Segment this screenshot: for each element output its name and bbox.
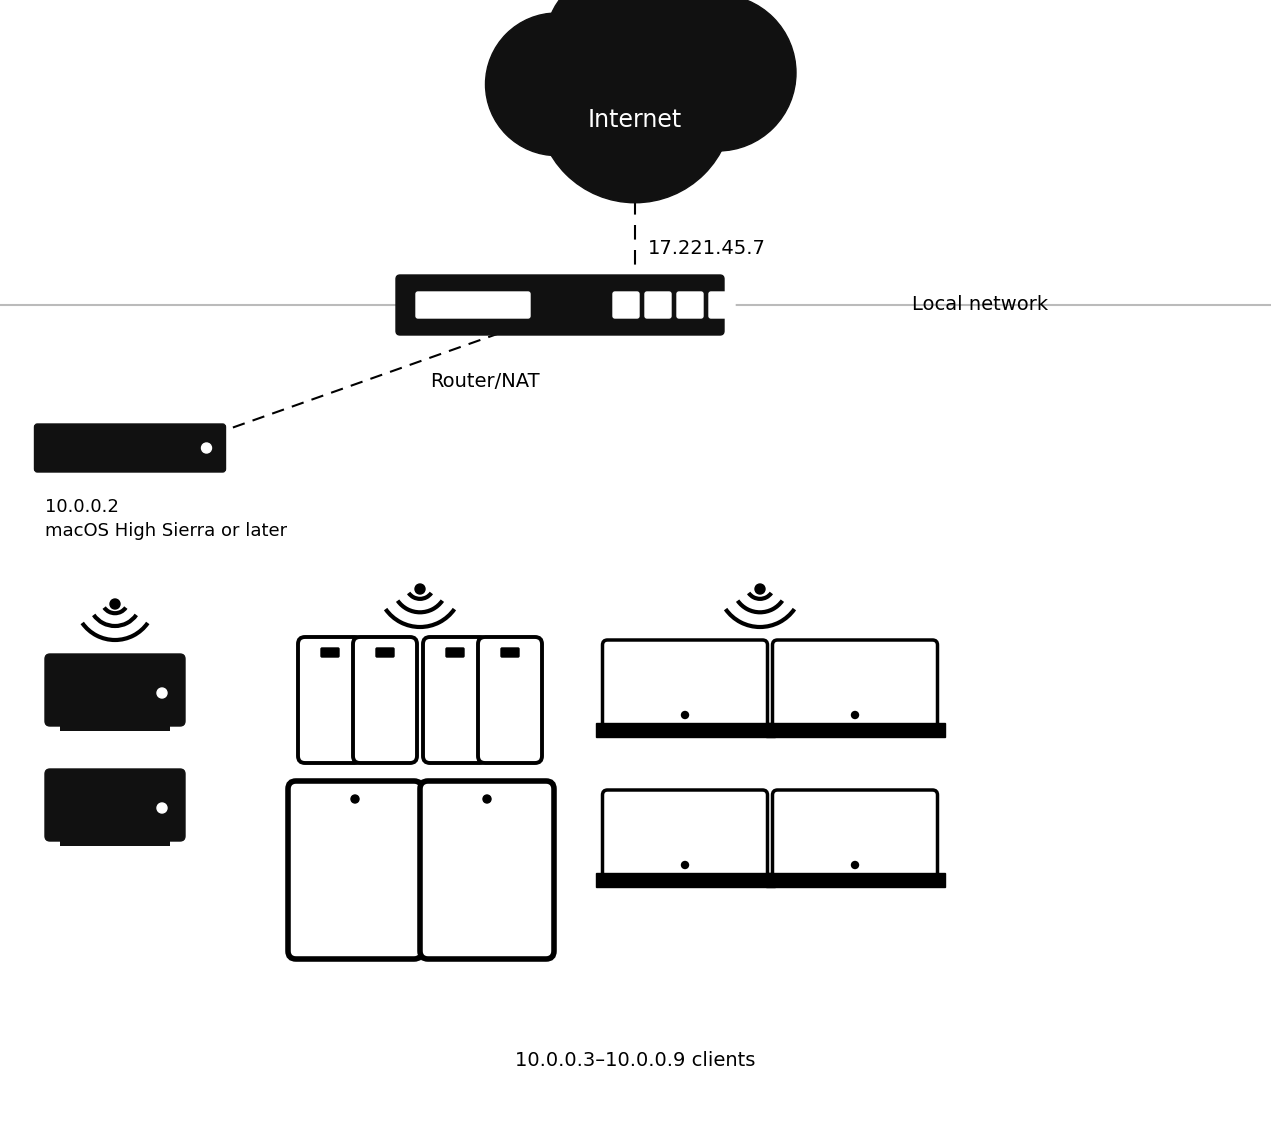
Bar xyxy=(60,836,170,846)
FancyBboxPatch shape xyxy=(478,637,541,763)
Text: macOS High Sierra or later: macOS High Sierra or later xyxy=(44,522,287,540)
Text: Router/NAT: Router/NAT xyxy=(430,372,540,391)
Circle shape xyxy=(615,0,742,97)
Circle shape xyxy=(755,584,765,594)
Text: Internet: Internet xyxy=(588,108,683,132)
Circle shape xyxy=(483,795,491,803)
FancyBboxPatch shape xyxy=(419,781,554,958)
FancyBboxPatch shape xyxy=(397,274,724,335)
FancyBboxPatch shape xyxy=(602,640,768,728)
Circle shape xyxy=(416,584,425,594)
FancyBboxPatch shape xyxy=(289,781,422,958)
Circle shape xyxy=(486,14,628,155)
Text: 17.221.45.7: 17.221.45.7 xyxy=(648,238,766,258)
Circle shape xyxy=(571,0,681,78)
FancyBboxPatch shape xyxy=(773,640,938,728)
Circle shape xyxy=(852,862,858,868)
FancyBboxPatch shape xyxy=(709,292,735,318)
Bar xyxy=(596,723,774,737)
Bar xyxy=(618,88,652,123)
Circle shape xyxy=(158,688,167,698)
Text: 10.0.0.3–10.0.0.9 clients: 10.0.0.3–10.0.0.9 clients xyxy=(515,1051,755,1070)
Circle shape xyxy=(681,862,689,868)
Circle shape xyxy=(639,0,796,151)
FancyBboxPatch shape xyxy=(773,790,938,878)
FancyBboxPatch shape xyxy=(416,292,530,318)
Text: Local network: Local network xyxy=(911,296,1049,315)
Circle shape xyxy=(202,443,211,453)
FancyBboxPatch shape xyxy=(446,648,464,657)
FancyBboxPatch shape xyxy=(44,654,186,726)
Bar xyxy=(596,873,774,886)
FancyBboxPatch shape xyxy=(297,637,362,763)
Circle shape xyxy=(111,598,119,609)
Circle shape xyxy=(547,0,672,101)
FancyBboxPatch shape xyxy=(613,292,639,318)
Bar xyxy=(765,873,944,886)
Circle shape xyxy=(158,803,167,813)
FancyBboxPatch shape xyxy=(376,648,394,657)
Circle shape xyxy=(538,7,733,202)
FancyBboxPatch shape xyxy=(353,637,417,763)
Text: 10.0.0.2: 10.0.0.2 xyxy=(44,498,119,516)
FancyBboxPatch shape xyxy=(677,292,703,318)
FancyBboxPatch shape xyxy=(602,790,768,878)
Circle shape xyxy=(852,711,858,719)
FancyBboxPatch shape xyxy=(501,648,519,657)
Bar xyxy=(60,721,170,731)
FancyBboxPatch shape xyxy=(44,770,186,842)
FancyBboxPatch shape xyxy=(423,637,487,763)
Circle shape xyxy=(351,795,358,803)
FancyBboxPatch shape xyxy=(34,424,225,472)
FancyBboxPatch shape xyxy=(322,648,339,657)
Bar xyxy=(765,723,944,737)
Circle shape xyxy=(681,711,689,719)
FancyBboxPatch shape xyxy=(644,292,671,318)
